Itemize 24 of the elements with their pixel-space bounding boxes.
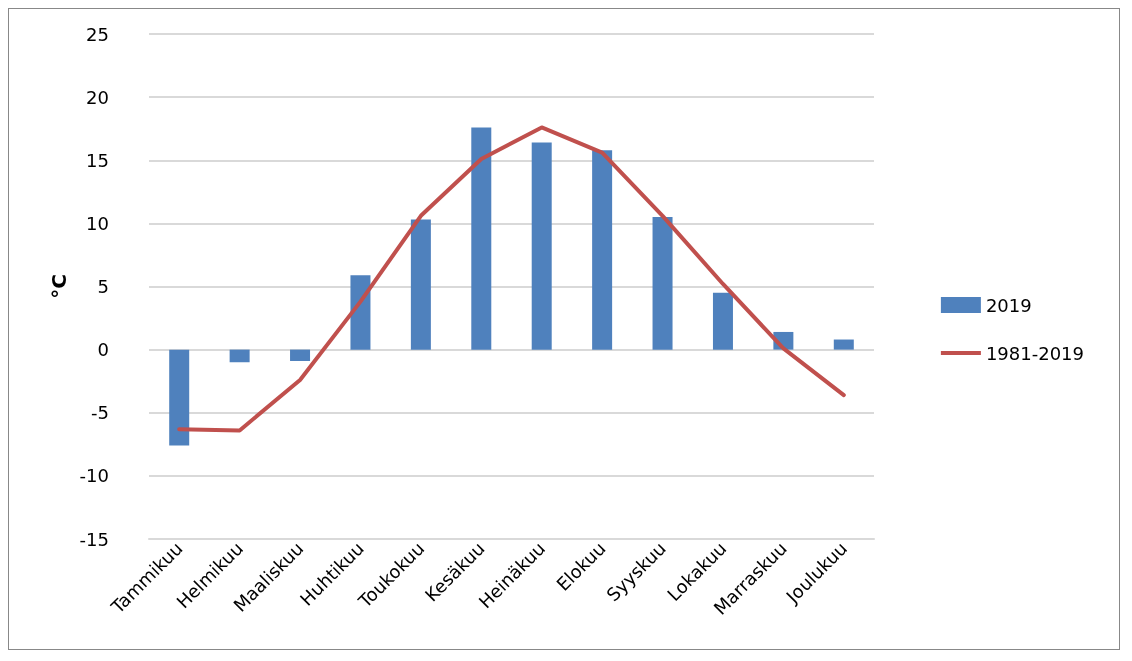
line-series	[177, 125, 846, 433]
bar	[229, 349, 250, 363]
bar	[290, 349, 311, 361]
y-tick-label: 10	[86, 212, 109, 234]
bar	[833, 339, 854, 350]
y-tick-label: -10	[79, 465, 109, 487]
bar	[471, 127, 492, 350]
bar	[531, 142, 552, 350]
y-tick-label: -15	[79, 528, 109, 550]
y-axis-title: °C	[46, 274, 71, 299]
bar	[350, 275, 371, 350]
legend-label: 1981-2019	[985, 342, 1085, 364]
legend-label: 2019	[985, 294, 1032, 316]
y-tick-label: 20	[86, 86, 109, 108]
bar	[712, 292, 733, 350]
bar	[592, 150, 613, 350]
y-tick-label: 25	[86, 23, 109, 45]
bar	[652, 217, 673, 350]
bar	[169, 349, 190, 446]
y-tick-label: 0	[97, 339, 109, 361]
y-tick-label: 15	[86, 149, 109, 171]
y-tick-label: -5	[91, 402, 109, 424]
bar	[410, 219, 431, 350]
y-tick-label: 5	[97, 276, 109, 297]
